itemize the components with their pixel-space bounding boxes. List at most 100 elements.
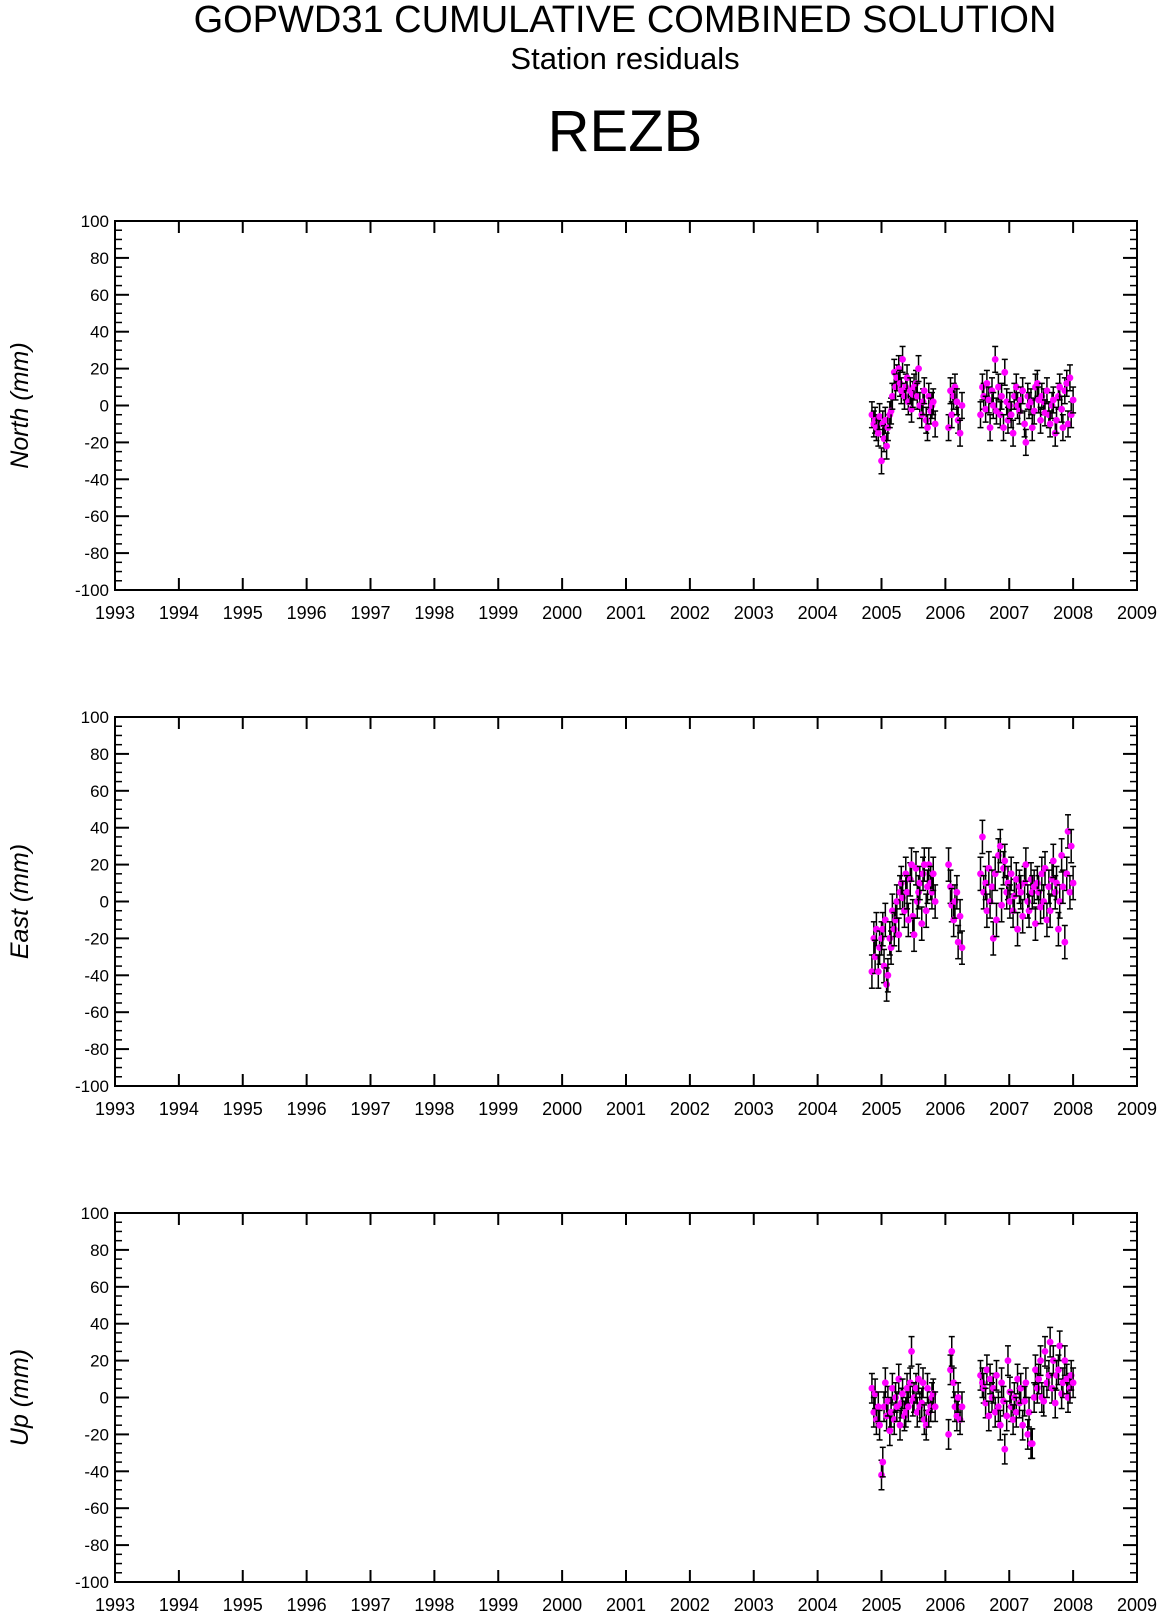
x-tick-label: 2001 (606, 1099, 646, 1119)
data-point (1035, 1375, 1043, 1383)
data-point (883, 981, 891, 988)
x-tick-label: 2003 (734, 1099, 774, 1119)
data-point (899, 355, 906, 363)
x-tick-label: 2006 (925, 1595, 965, 1615)
data-point (874, 1403, 882, 1411)
data-point (1012, 875, 1020, 883)
y-tick-label: 20 (90, 360, 109, 379)
data-point (908, 861, 915, 868)
data-point (881, 416, 889, 424)
data-point (1012, 1408, 1020, 1416)
x-tick-label: 2002 (670, 603, 710, 623)
y-tick-label: 40 (90, 323, 109, 342)
data-point (890, 925, 898, 933)
x-tick-label: 1997 (350, 1595, 390, 1615)
data-point (1024, 898, 1032, 905)
data-point (1058, 405, 1066, 413)
data-point (1037, 1357, 1044, 1364)
data-point (902, 1408, 910, 1416)
panel-0: 1993 1994 1995 1996 1997 1998 1999 2000 2001 2002… (6, 212, 1157, 623)
y-tick-label: 60 (90, 1278, 109, 1297)
x-tick-label: 1997 (350, 1099, 390, 1119)
data-point (1043, 387, 1051, 395)
x-tick-label: 2006 (925, 603, 965, 623)
data-point (1069, 1379, 1077, 1387)
x-tick-label: 1994 (159, 1099, 199, 1119)
x-tick-label: 2005 (861, 1595, 901, 1615)
data-point (947, 387, 954, 395)
y-tick-label: -100 (75, 1573, 109, 1592)
data-point (880, 1403, 888, 1411)
data-point (931, 1403, 939, 1411)
data-point (879, 1458, 887, 1466)
data-point (1049, 396, 1057, 404)
data-point (1017, 888, 1025, 896)
data-point (929, 870, 937, 878)
data-point (1032, 920, 1039, 928)
data-point (979, 833, 986, 841)
x-tick-label: 1994 (159, 1595, 199, 1615)
data-point (1014, 1375, 1021, 1383)
x-tick-label: 1993 (95, 1099, 135, 1119)
data-point (892, 1394, 899, 1401)
data-point (876, 1421, 883, 1429)
data-point (1046, 1338, 1054, 1346)
data-point (1063, 1375, 1071, 1383)
data-point (913, 392, 921, 400)
data-point (1032, 1366, 1039, 1374)
data-point (896, 1421, 904, 1429)
data-point (915, 365, 922, 372)
data-point (1001, 1445, 1009, 1453)
y-tick-label: 100 (81, 708, 109, 727)
data-point (1038, 870, 1046, 878)
data-point (908, 1347, 915, 1355)
data-point (1022, 861, 1030, 868)
x-tick-label: 1995 (223, 603, 263, 623)
data-point (1043, 916, 1051, 924)
data-point (879, 925, 887, 933)
data-point (945, 861, 952, 868)
x-tick-label: 1999 (478, 1099, 518, 1119)
data-point (945, 1431, 952, 1438)
data-point (991, 1408, 999, 1416)
data-point (1051, 888, 1059, 896)
y-tick-label: 80 (90, 745, 109, 764)
data-point (924, 424, 931, 432)
data-point (922, 907, 930, 915)
y-tick-label: 20 (90, 856, 109, 875)
data-point (913, 1408, 921, 1416)
data-point (1063, 379, 1071, 387)
data-point (884, 971, 892, 979)
data-point (1006, 402, 1014, 409)
data-point (1041, 1347, 1049, 1355)
data-point (893, 1403, 901, 1411)
y-axis-label: East (mm) (6, 844, 34, 959)
x-tick-label: 2009 (1117, 603, 1157, 623)
data-point (996, 1421, 1004, 1429)
x-tick-label: 2000 (542, 603, 582, 623)
data-point (904, 916, 912, 924)
data-point (954, 1394, 962, 1401)
data-point (1000, 424, 1007, 432)
data-point (895, 1375, 903, 1383)
data-point (982, 405, 990, 413)
station-name: REZB (547, 99, 703, 164)
data-point (985, 396, 993, 404)
x-tick-label: 2000 (542, 1099, 582, 1119)
data-point (1061, 1357, 1069, 1364)
x-tick-label: 2008 (1053, 1099, 1093, 1119)
data-point (1059, 424, 1067, 432)
x-tick-label: 2001 (606, 1595, 646, 1615)
data-point (1007, 870, 1015, 878)
y-tick-label: -100 (75, 1077, 109, 1096)
data-point (1053, 416, 1060, 424)
y-tick-label: 100 (81, 212, 109, 231)
y-axis-label: Up (mm) (6, 1349, 34, 1446)
data-point (1009, 429, 1017, 437)
data-point (991, 355, 999, 363)
data-point (1051, 1399, 1059, 1407)
data-point (994, 383, 1002, 391)
data-point (1058, 851, 1066, 859)
y-tick-label: 0 (100, 1389, 109, 1408)
panel-2: 1993 1994 1995 1996 1997 1998 1999 2000 2001 2002… (6, 1204, 1157, 1615)
